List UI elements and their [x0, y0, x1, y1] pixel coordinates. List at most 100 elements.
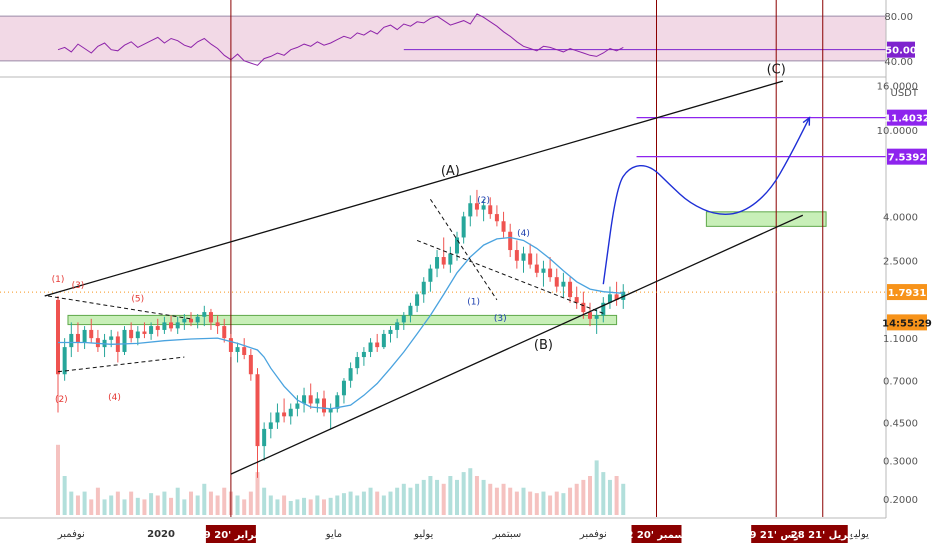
falling-channel-upper-line[interactable]	[429, 198, 498, 301]
candle[interactable]	[401, 315, 406, 323]
candle[interactable]	[474, 203, 479, 210]
triangle-upper-line[interactable]	[47, 295, 192, 320]
triangle-lower-line[interactable]	[57, 356, 185, 373]
candle[interactable]	[468, 203, 473, 217]
candle[interactable]	[328, 408, 333, 413]
candle[interactable]	[95, 338, 100, 348]
candle[interactable]	[348, 368, 353, 381]
candle[interactable]	[268, 422, 273, 429]
candle[interactable]	[614, 294, 619, 300]
candle[interactable]	[534, 264, 539, 273]
candle[interactable]	[215, 322, 220, 327]
rsi-line[interactable]	[57, 13, 624, 66]
candle[interactable]	[175, 322, 180, 329]
candle[interactable]	[574, 297, 579, 303]
candle[interactable]	[355, 357, 360, 369]
candle[interactable]	[461, 216, 466, 238]
candle[interactable]	[182, 318, 187, 323]
candle[interactable]	[262, 428, 267, 447]
candle[interactable]	[514, 250, 519, 261]
candle[interactable]	[142, 331, 147, 334]
candle[interactable]	[202, 312, 207, 317]
date-marker-tag[interactable]	[797, 525, 848, 543]
countdown-price-tag[interactable]	[887, 314, 927, 331]
candle[interactable]	[455, 237, 459, 254]
candle[interactable]	[242, 347, 247, 355]
candle[interactable]	[228, 338, 233, 352]
candle[interactable]	[75, 333, 80, 343]
candle[interactable]	[155, 326, 160, 330]
candle[interactable]	[69, 333, 74, 348]
main-pane[interactable]: (1) (2) (3) (4) (5) (A) (2) (4) (1) (3) (B) (C)	[0, 0, 886, 517]
candle[interactable]	[195, 316, 200, 323]
candle[interactable]	[554, 277, 559, 287]
candle[interactable]	[435, 257, 440, 269]
candle[interactable]	[541, 268, 546, 273]
date-marker-tag[interactable]	[205, 525, 256, 543]
candle[interactable]	[275, 412, 280, 423]
candle[interactable]	[421, 281, 426, 295]
candle[interactable]	[109, 336, 114, 340]
candle[interactable]	[189, 318, 193, 323]
candle[interactable]	[335, 395, 340, 409]
candle[interactable]	[222, 326, 227, 339]
candle[interactable]	[395, 322, 400, 330]
candle[interactable]	[501, 221, 506, 232]
candle[interactable]	[607, 294, 612, 303]
candle[interactable]	[581, 302, 586, 313]
candle[interactable]	[162, 322, 167, 330]
target-price-tag[interactable]	[887, 148, 927, 165]
moving-average-line[interactable]	[58, 236, 624, 410]
candle[interactable]	[282, 412, 287, 417]
candle[interactable]	[82, 329, 87, 343]
candle[interactable]	[375, 342, 380, 348]
candle[interactable]	[255, 374, 260, 447]
date-marker-tag[interactable]	[751, 525, 802, 543]
candle[interactable]	[548, 268, 553, 278]
candle[interactable]	[169, 322, 174, 329]
candle[interactable]	[428, 268, 433, 282]
candle[interactable]	[448, 253, 453, 265]
candle[interactable]	[594, 315, 599, 319]
candle[interactable]	[415, 294, 420, 306]
projection-path[interactable]	[602, 117, 811, 285]
candle[interactable]	[135, 331, 140, 339]
candle[interactable]	[308, 395, 313, 404]
candle[interactable]	[508, 231, 513, 251]
candle[interactable]	[441, 257, 446, 265]
falling-channel-lower-line[interactable]	[416, 239, 604, 314]
candle[interactable]	[208, 312, 213, 323]
candle[interactable]	[248, 354, 253, 375]
candle[interactable]	[481, 205, 486, 210]
candle[interactable]	[588, 312, 592, 319]
candle[interactable]	[388, 329, 393, 334]
support-zone[interactable]	[705, 211, 827, 227]
candle[interactable]	[315, 398, 320, 404]
price-axis[interactable]: 80.00 40.00 16.0000 10.0000 4.0000 2.5000 1.10…	[877, 0, 932, 550]
date-marker-tag[interactable]	[631, 525, 682, 543]
last-price-tag[interactable]	[887, 284, 927, 301]
candle[interactable]	[149, 326, 154, 334]
candle[interactable]	[122, 329, 127, 352]
support-zone[interactable]	[67, 314, 618, 326]
rsi-pane[interactable]	[0, 13, 886, 78]
candle[interactable]	[408, 305, 413, 316]
candle[interactable]	[568, 281, 573, 298]
candle[interactable]	[368, 342, 373, 352]
candle[interactable]	[561, 281, 566, 287]
candle[interactable]	[488, 205, 493, 215]
time-axis[interactable]: نوفمبر 2020 مايو يوليو سبتمبر نوفمبر يوليو 19 ف…	[0, 517, 932, 550]
candle[interactable]	[322, 398, 326, 413]
candle[interactable]	[601, 302, 606, 316]
candle[interactable]	[381, 333, 386, 348]
target-price-tag[interactable]	[887, 109, 927, 126]
rising-wedge-lower-line[interactable]	[230, 214, 804, 475]
candle[interactable]	[528, 253, 533, 265]
candle[interactable]	[56, 299, 60, 375]
candle[interactable]	[62, 347, 67, 375]
candle[interactable]	[494, 214, 499, 222]
candle[interactable]	[361, 351, 366, 358]
rising-wedge-upper-line[interactable]	[44, 80, 784, 297]
candle[interactable]	[89, 329, 94, 339]
